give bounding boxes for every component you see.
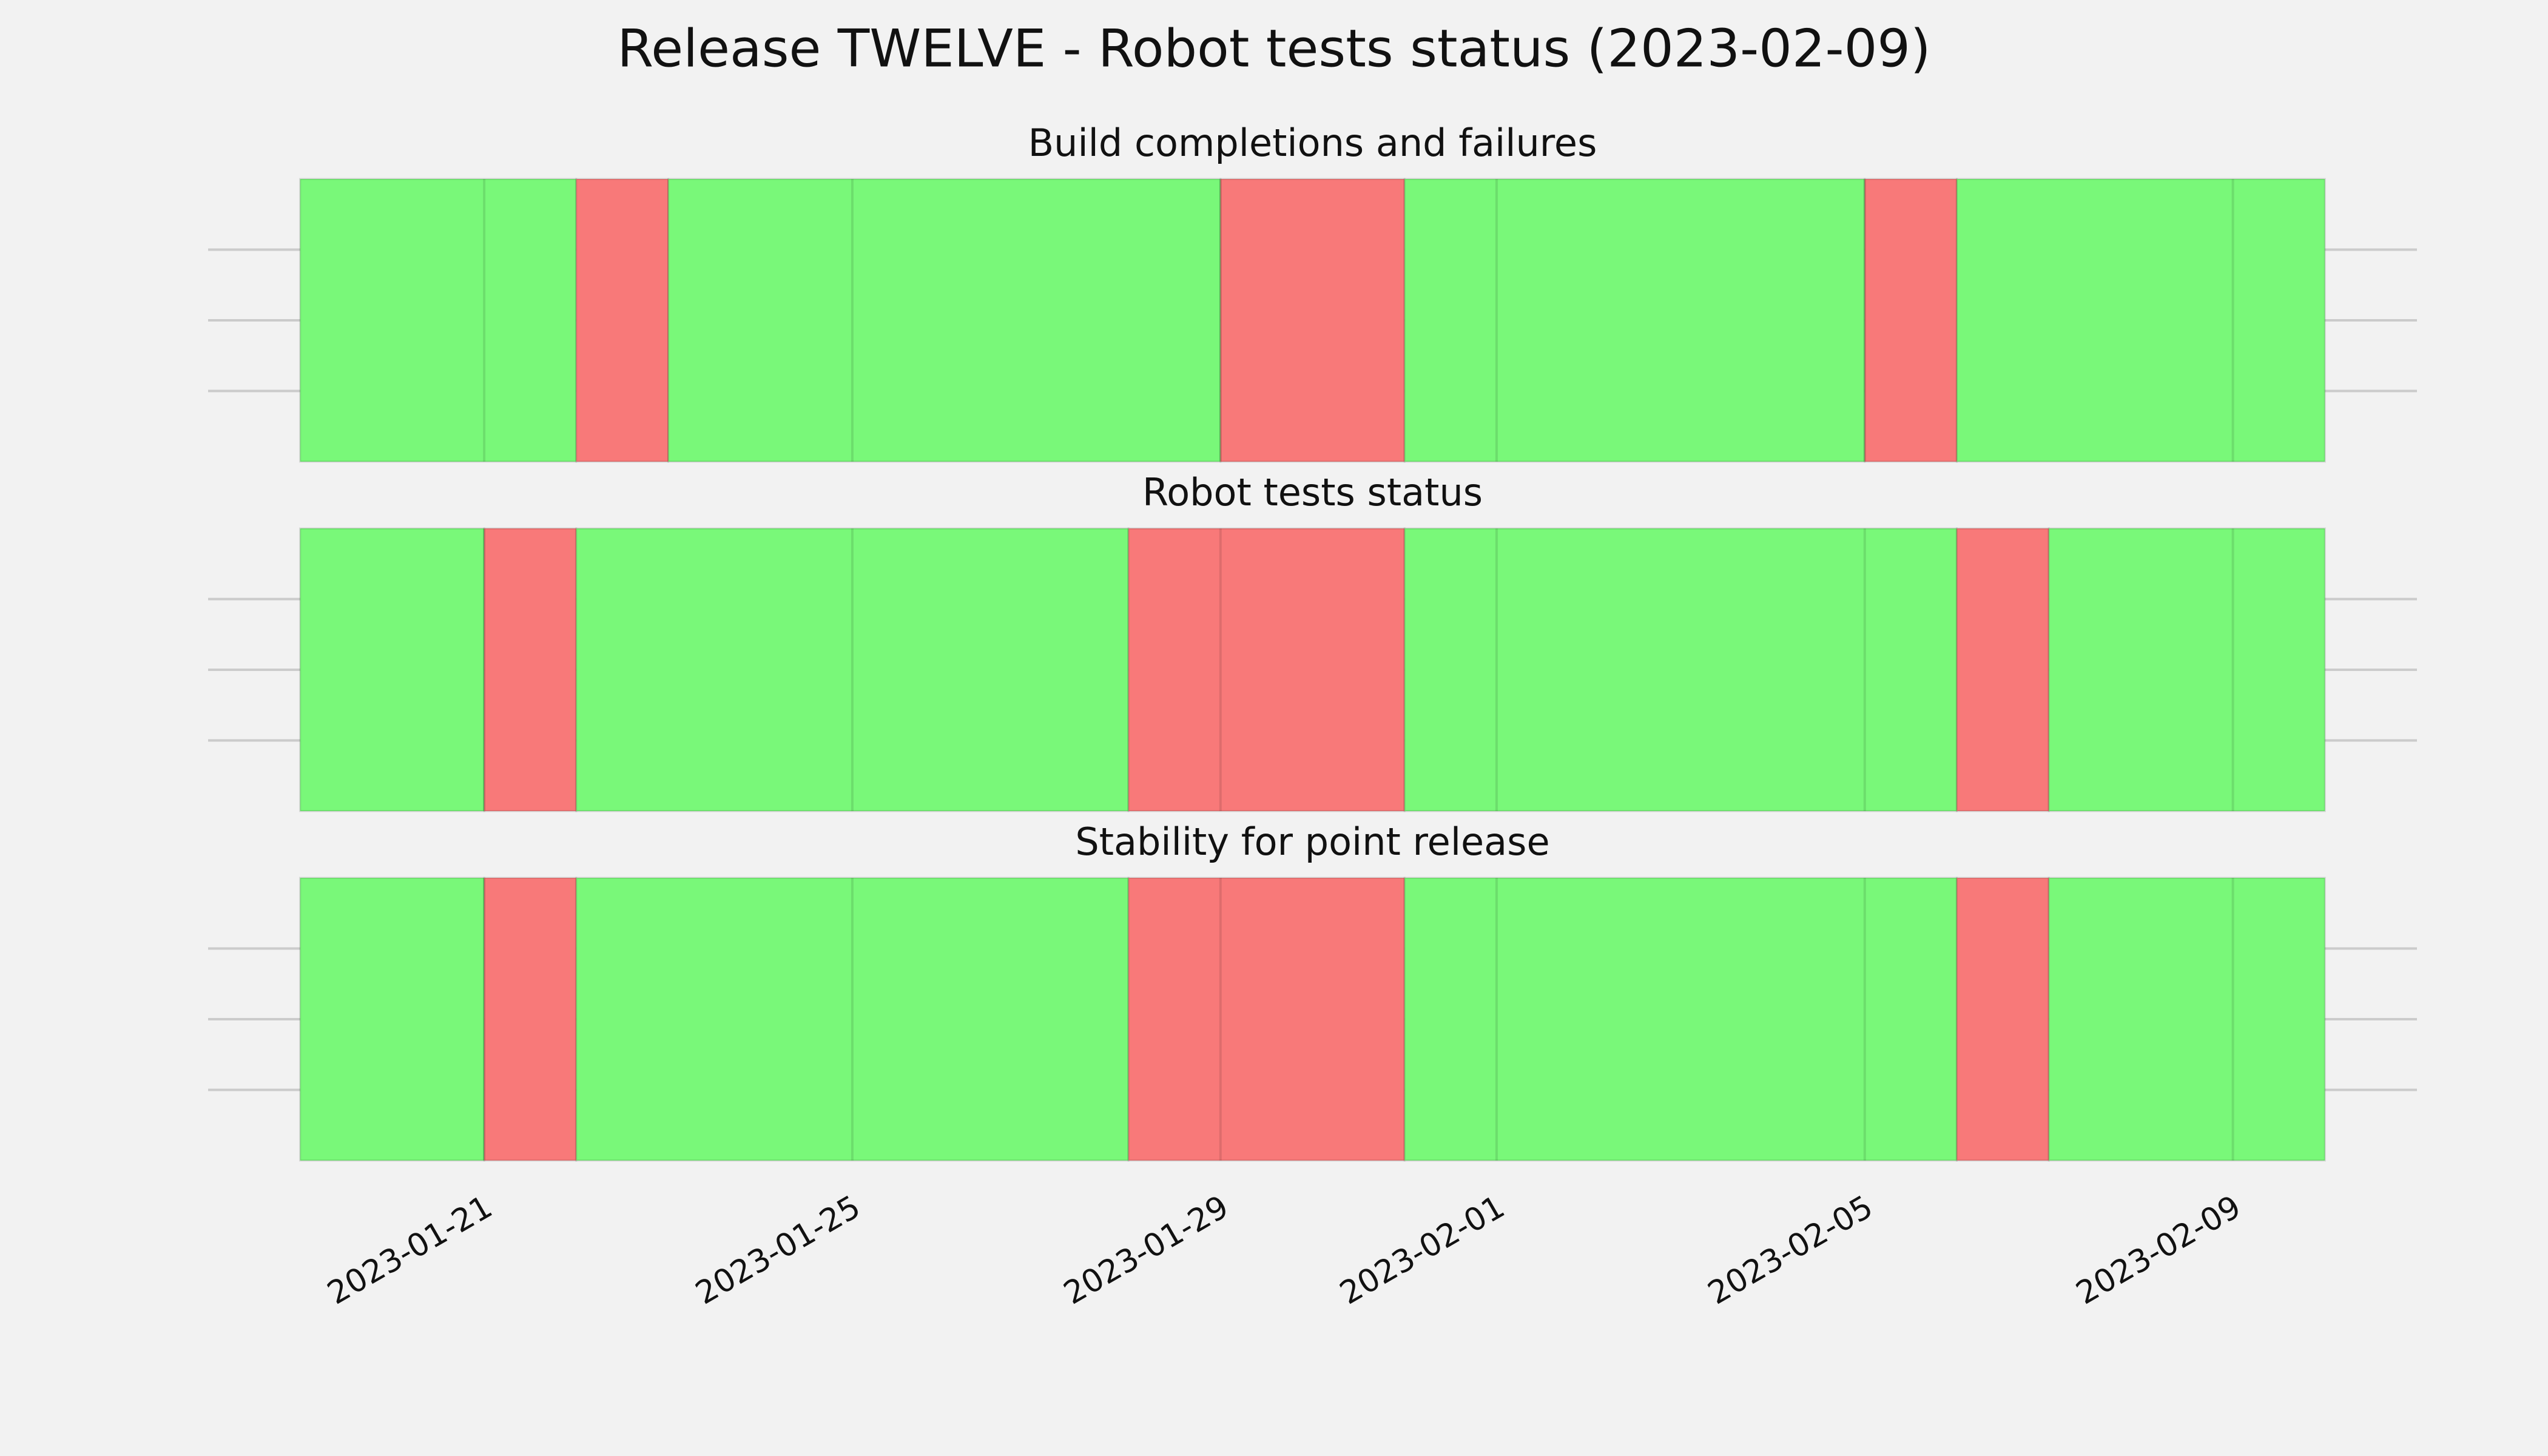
figure-title: Release TWELVE - Robot tests status (202… [617,18,1930,79]
panel: Build completions and failures [208,121,2417,463]
status-span [1403,178,1866,463]
status-span [667,178,1222,463]
status-span [1955,527,2050,812]
status-span [1955,877,2050,1162]
status-span [2048,527,2326,812]
status-span [575,877,1130,1162]
status-span [1127,877,1406,1162]
status-span [1219,178,1406,463]
status-span [575,527,1130,812]
panel-title: Stability for point release [1075,820,1549,864]
status-span [1864,178,1958,463]
status-span [299,877,485,1162]
status-span [575,178,670,463]
status-span [1403,527,1958,812]
panel-title: Robot tests status [1142,470,1483,514]
status-span [2048,877,2326,1162]
panel: Robot tests status [208,470,2417,812]
status-span [1955,178,2326,463]
status-span [299,178,578,463]
status-span [483,877,578,1162]
status-span [1127,527,1406,812]
status-span [299,527,485,812]
status-span [483,527,578,812]
status-span [1403,877,1958,1162]
panel-title: Build completions and failures [1028,121,1597,165]
